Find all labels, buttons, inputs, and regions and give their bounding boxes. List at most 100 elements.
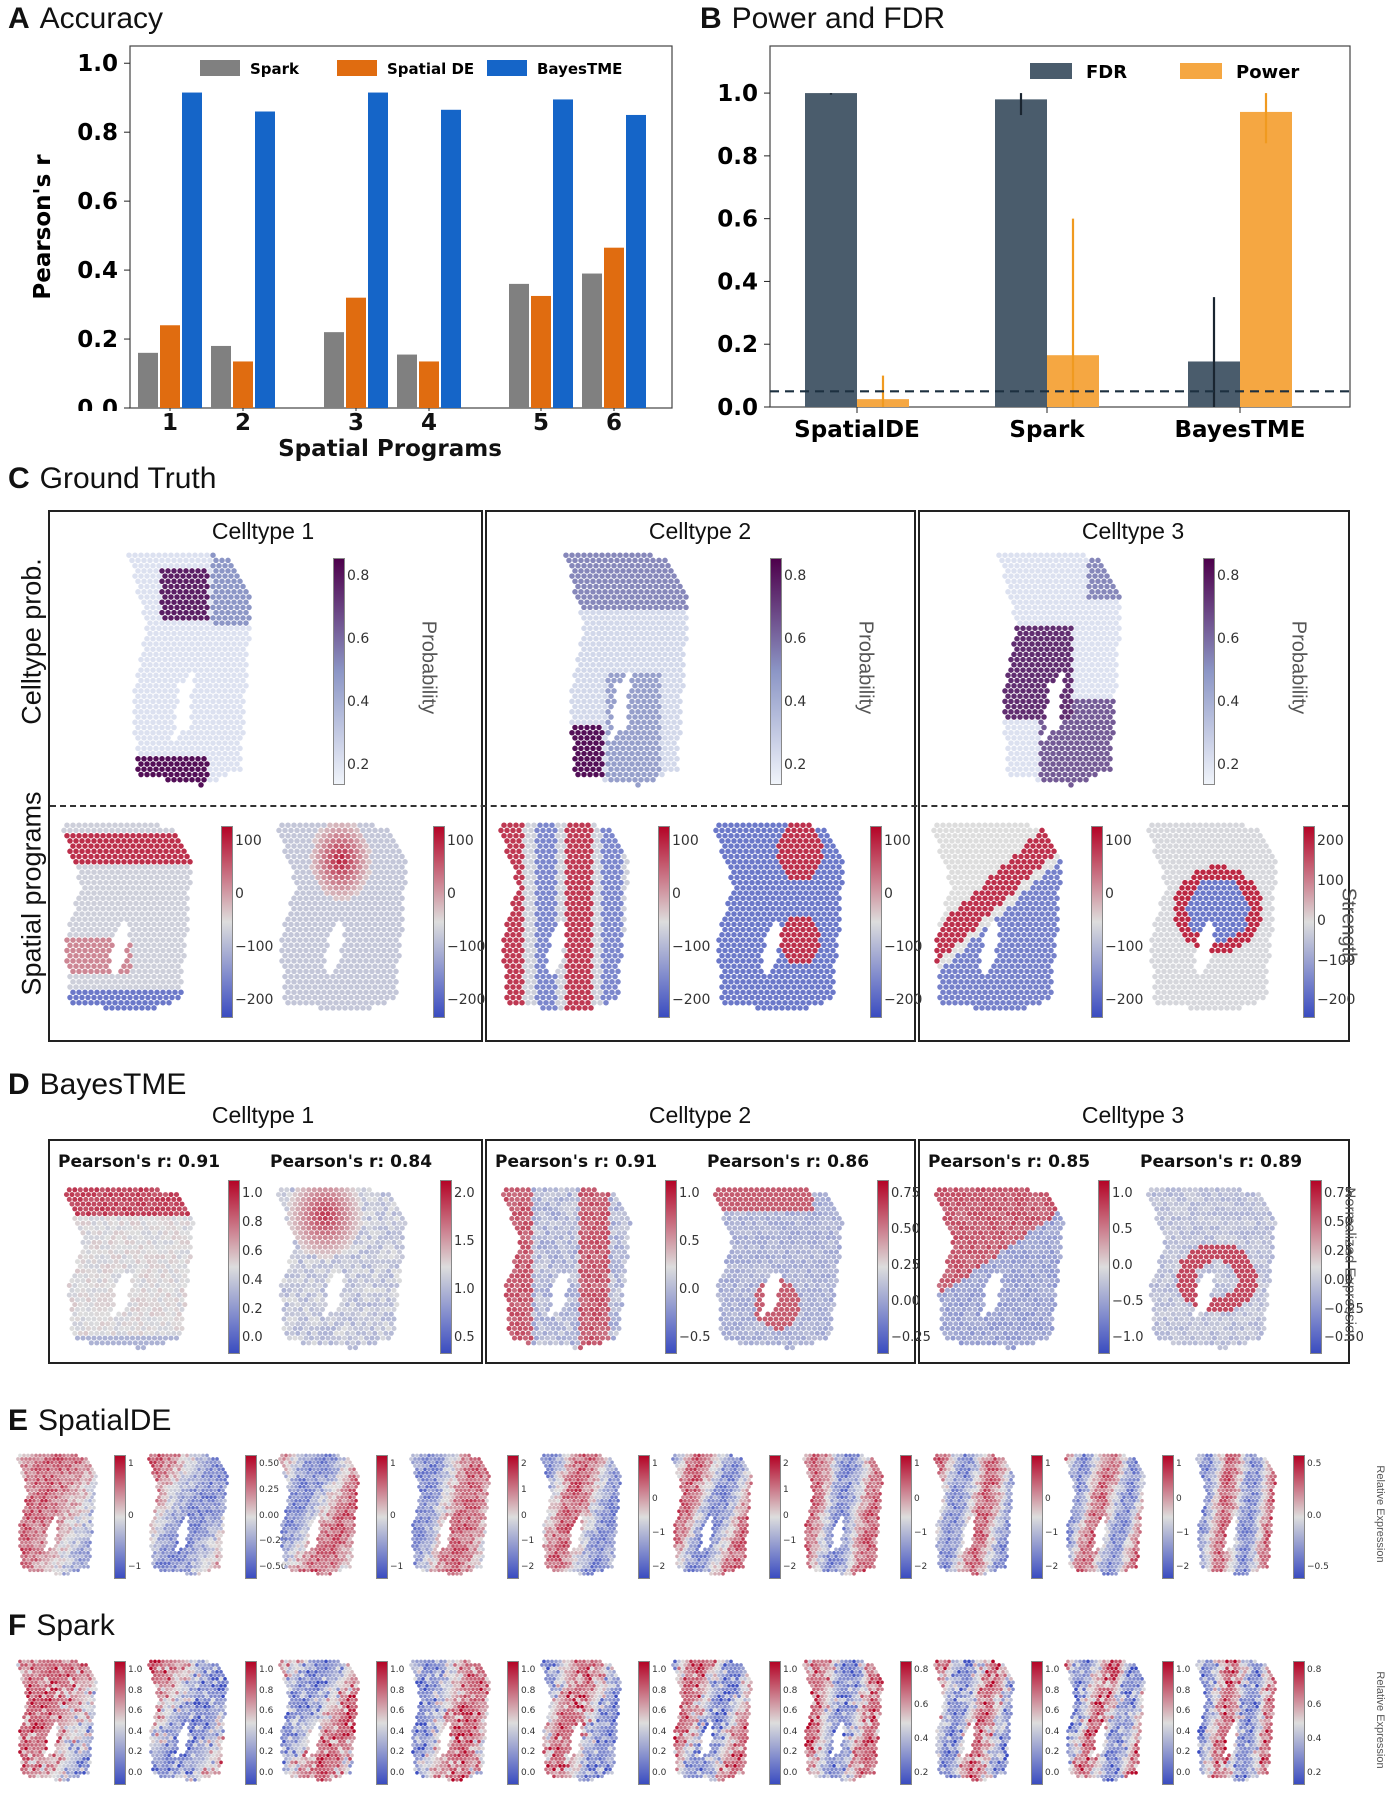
bt-map-2-1: [500, 1187, 633, 1351]
y-tick-label: 0.4: [717, 269, 758, 295]
gt-title-celltype-1: Celltype 1: [48, 518, 478, 545]
sde-cbar-4-tick: −2: [521, 1562, 534, 1572]
spark-cbar-4-tick: 0.0: [521, 1768, 535, 1778]
gt-prob-cbar-1-tick: 0.4: [347, 694, 369, 710]
bt-cbar-1-1-tick: 1.0: [242, 1186, 263, 1201]
sde-cbar-4-tick: 1: [521, 1485, 527, 1495]
bar-spatial-de-1: [160, 325, 180, 408]
gt-sp-cbar-3-b-tick: 100: [1317, 873, 1344, 889]
gt-prob-cbar-3-tick: 0.4: [1217, 694, 1239, 710]
spark-cbar-5-tick: 1.0: [652, 1665, 666, 1675]
y-tick-label: 0.2: [717, 332, 758, 358]
sde-cbar-9: [1162, 1455, 1174, 1579]
bt-cbar-2-2-tick: −0.25: [891, 1330, 931, 1345]
spark-cbar-9-tick: 0.6: [1176, 1706, 1190, 1716]
x-tick-label-2: 2: [228, 410, 258, 436]
spark-map-3: [278, 1659, 360, 1782]
spark-cbar-9-tick: 0.2: [1176, 1747, 1190, 1757]
bt-pearson-1-2: Pearson's r: 0.84: [270, 1152, 432, 1172]
gt-prob-map-2: [563, 552, 689, 788]
sde-map-2: [147, 1453, 229, 1576]
y-tick-label: 0.6: [77, 189, 118, 215]
gt-prob-cbar-3-tick: 0.2: [1217, 757, 1239, 773]
spark-cbar-3-tick: 0.6: [390, 1706, 404, 1716]
sde-map-8: [933, 1453, 1015, 1576]
gt-sp-cbar-1-b-tick: 0: [447, 886, 456, 902]
spark-cbar-6-tick: 0.4: [783, 1727, 797, 1737]
spark-cbar-3-tick: 0.0: [390, 1768, 404, 1778]
gt-sp-map-3-b: [1146, 822, 1278, 1011]
spark-cbar-7-tick: 0.8: [914, 1665, 928, 1675]
bt-map-3-1: [933, 1187, 1066, 1351]
bt-cbar-2-2-tick: 0.50: [891, 1222, 920, 1237]
sde-cbar-7-tick: −1: [914, 1528, 927, 1538]
legend-swatch-0: [200, 60, 240, 76]
sde-map-1: [16, 1453, 98, 1576]
bt-cbar-1-2-tick: 1.5: [454, 1234, 475, 1249]
spark-map-8: [933, 1659, 1015, 1782]
bt-box-celltype-2: [485, 1139, 916, 1364]
gt-box-celltype-1: [48, 510, 483, 1042]
bt-cbar-3-1-tick: −1.0: [1112, 1330, 1144, 1345]
spark-cbar-2-tick: 0.8: [259, 1686, 273, 1696]
spark-cbar-label: Relative Expression: [1374, 1660, 1386, 1780]
gt-sp-map-2-b: [713, 822, 845, 1011]
spark-cbar-9-tick: 0.8: [1176, 1686, 1190, 1696]
spark-cbar-2-tick: 1.0: [259, 1665, 273, 1675]
bar-bayestme-6: [626, 114, 646, 408]
spark-cbar-9-tick: 0.4: [1176, 1727, 1190, 1737]
bar-spark-6: [582, 273, 602, 408]
spark-cbar-7: [900, 1661, 912, 1785]
sde-map-9: [1064, 1453, 1146, 1576]
sde-cbar-4-tick: 2: [521, 1459, 527, 1469]
gt-sp-cbar-3-a-tick: 0: [1105, 886, 1114, 902]
gt-sp-cbar-3-a-tick: 100: [1105, 833, 1132, 849]
x-tick-label-6: 6: [599, 410, 629, 436]
spark-cbar-1-tick: 0.6: [128, 1706, 142, 1716]
spark-cbar-3-tick: 0.4: [390, 1727, 404, 1737]
legend-swatch-0: [1030, 63, 1072, 79]
spark-map-5: [540, 1659, 622, 1782]
legend-swatch-2: [487, 60, 527, 76]
sde-cbar-10-tick: 0.0: [1307, 1511, 1321, 1521]
sde-cbar-1-tick: −1: [128, 1562, 141, 1572]
power-fdr-chart: 0.0 0.2 0.4 0.6 0.8 1.0 SpatialDE Spark BayesTME…: [717, 45, 1351, 443]
sde-cbar-6-tick: 0: [783, 1511, 789, 1521]
panel-b-label: B Power and FDR: [700, 2, 945, 36]
bar-spark-3: [324, 332, 344, 408]
legend-label-2: BayesTME: [537, 60, 622, 78]
spark-cbar-3-tick: 1.0: [390, 1665, 404, 1675]
spark-cbar-3-tick: 0.2: [390, 1747, 404, 1757]
spark-map-10: [1195, 1659, 1277, 1782]
gt-sp-cbar-2-a-tick: 100: [672, 833, 699, 849]
sde-map-5: [540, 1453, 622, 1576]
bt-cbar-3-2-tick: 0.75: [1324, 1186, 1353, 1201]
sde-cbar-9-tick: 1: [1176, 1459, 1182, 1469]
gt-prob-cbar-2-tick: 0.4: [784, 694, 806, 710]
sde-map-4: [409, 1453, 491, 1576]
sde-cbar-3: [376, 1455, 388, 1579]
sde-cbar-1-tick: 0: [128, 1511, 134, 1521]
spark-cbar-10-tick: 0.8: [1307, 1665, 1321, 1675]
sde-cbar-5-tick: −1: [652, 1528, 665, 1538]
spark-cbar-4-tick: 1.0: [521, 1665, 535, 1675]
y-tick-label: 0.0: [717, 395, 758, 421]
gt-prob-cbar-1-tick: 0.6: [347, 631, 369, 647]
sde-map-6: [671, 1453, 753, 1576]
gt-sp-cbar-3-b: [1303, 826, 1315, 1018]
sde-cbar-1: [114, 1455, 126, 1579]
sde-cbar-6-tick: 2: [783, 1459, 789, 1469]
bar-bayestme-3: [368, 92, 388, 409]
accuracy-chart: 0.0 0.2 0.4 0.6 0.8 1.0 Pearson's r Spark Spatia…: [30, 45, 673, 411]
sde-cbar-5-tick: −2: [652, 1562, 665, 1572]
sde-map-3: [278, 1453, 360, 1576]
bt-cbar-2-1-tick: 0.0: [679, 1282, 700, 1297]
gt-sp-cbar-1-b-tick: −100: [447, 939, 485, 955]
gt-sp-map-2-a: [498, 822, 630, 1011]
spark-cbar-8-tick: 0.2: [1045, 1747, 1059, 1757]
spark-cbar-8: [1031, 1661, 1043, 1785]
bar-spark-1: [138, 352, 158, 408]
legend-label-0: Spark: [250, 60, 300, 78]
